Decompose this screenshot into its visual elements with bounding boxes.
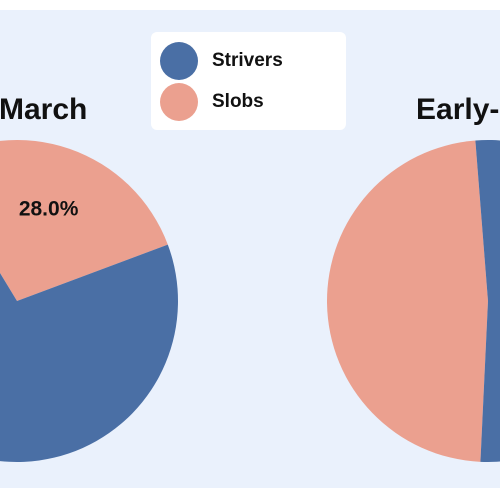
pie-slice-early-strivers — [475, 140, 500, 462]
pie-title-march: March — [0, 93, 87, 126]
legend-label-slobs: Slobs — [212, 91, 264, 112]
pie-chart-early: Early- 52.0% — [326, 93, 500, 462]
pie-title-early: Early- — [416, 93, 499, 126]
legend-swatch-slobs — [160, 83, 198, 121]
legend-item-strivers: Strivers — [160, 41, 283, 81]
pie-label-march-slobs: 28.0% — [19, 197, 79, 220]
legend-item-slobs: Slobs — [160, 82, 264, 122]
pie-chart-march: March 28.0% — [0, 93, 178, 462]
legend-label-strivers: Strivers — [212, 50, 283, 71]
pie-slice-march-strivers — [0, 244, 178, 462]
legend: Strivers Slobs — [151, 32, 346, 130]
pie-slice-march-slobs — [0, 140, 168, 301]
legend-swatch-strivers — [160, 42, 198, 80]
pie-slice-early-slobs — [326, 140, 488, 462]
